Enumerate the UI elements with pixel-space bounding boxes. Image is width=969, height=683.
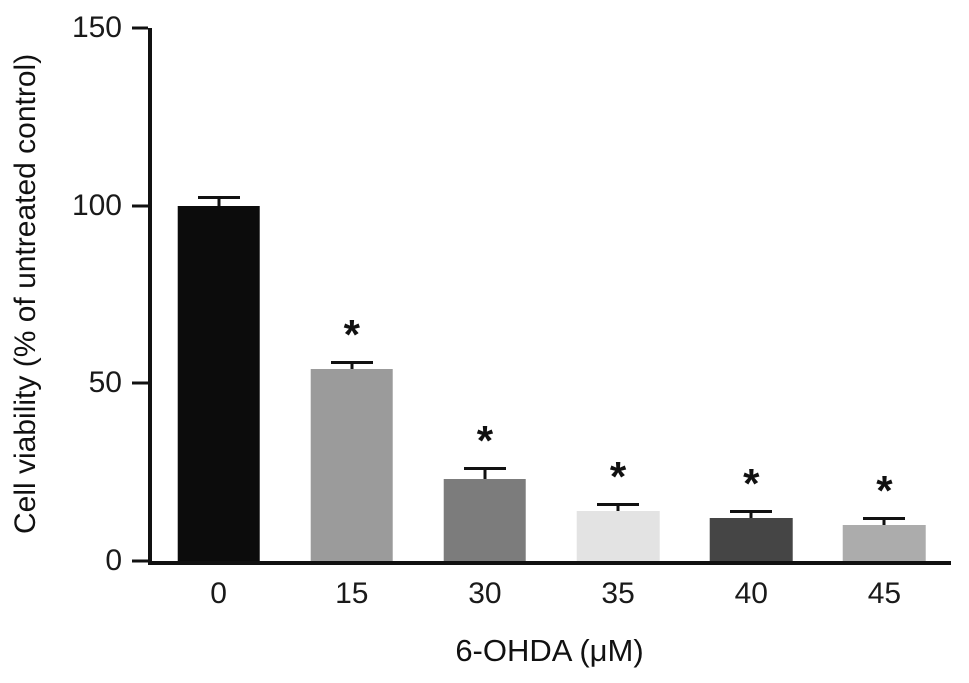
x-tick-label: 15 [335, 577, 369, 610]
bar [576, 511, 660, 561]
error-bar-line [882, 520, 886, 526]
bar [310, 369, 394, 561]
y-tick-label: 50 [88, 366, 122, 400]
error-bar-line [483, 470, 487, 480]
y-tick-label: 100 [71, 188, 122, 222]
plot-area: 0 * 15 * 30 * 35 * 40 * 45 0 50 100 150 [72, 11, 951, 610]
significance-star: * [343, 310, 360, 358]
bar-group: * 40 [685, 28, 818, 610]
error-bar-line [616, 505, 620, 512]
error-bar-cap [730, 510, 773, 514]
bar-group: 0 [152, 28, 285, 610]
x-tick-label: 45 [867, 577, 902, 610]
error-bar-cap [463, 467, 506, 471]
error-bar-line [350, 363, 354, 370]
error-bar-cap [197, 195, 240, 199]
bar [443, 479, 527, 561]
bar [843, 525, 926, 561]
error-bar-cap [597, 502, 640, 506]
y-tick-mark [132, 381, 148, 385]
bar [177, 205, 260, 561]
error-bar-cap [863, 517, 906, 521]
x-axis-label: 6-OHDA (μM) [455, 633, 644, 668]
significance-star: * [609, 452, 627, 500]
significance-star: * [743, 460, 760, 508]
significance-star: * [476, 417, 494, 465]
x-tick-label: 40 [734, 577, 768, 610]
bar-group: * 45 [818, 28, 951, 610]
x-tick-label: 0 [210, 577, 227, 610]
bar [709, 518, 793, 561]
significance-star: * [876, 467, 893, 515]
bar-group: * 15 [285, 28, 418, 610]
error-bar-line [217, 198, 221, 206]
error-bar-cap [330, 360, 373, 364]
y-tick-mark [132, 26, 148, 30]
x-tick-label: 35 [601, 577, 635, 610]
bar-group: * 30 [418, 28, 551, 610]
y-tick-label: 150 [71, 11, 122, 44]
y-tick-mark [132, 204, 148, 208]
y-axis-label: Cell viability (% of untreated control) [9, 53, 42, 535]
bars-layer: 0 * 15 * 30 * 35 * 40 * 45 [152, 28, 951, 610]
error-bar-line [749, 513, 753, 519]
bar-group: * 35 [552, 28, 685, 610]
x-tick-label: 30 [468, 577, 502, 610]
y-tick-mark [132, 559, 148, 563]
y-tick-label: 0 [105, 544, 122, 577]
